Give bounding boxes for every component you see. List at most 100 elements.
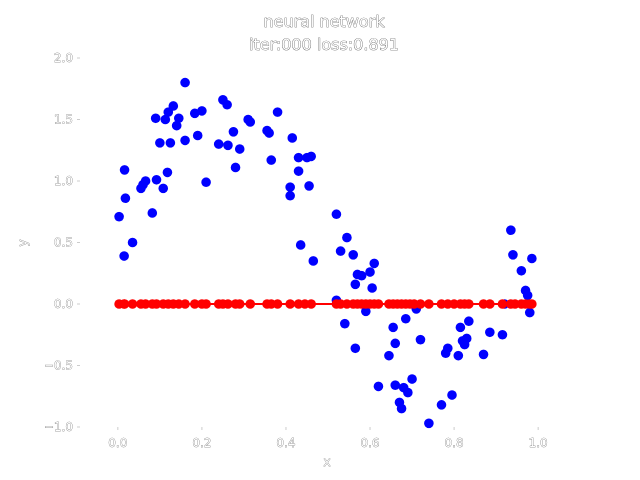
data-point-blue — [390, 338, 401, 349]
data-point-blue — [180, 135, 190, 146]
data-point-blue — [147, 208, 158, 218]
data-point-blue — [197, 106, 207, 116]
data-point-blue — [308, 256, 319, 266]
data-point-blue — [264, 128, 274, 138]
x-tick-label: 0.0 — [108, 436, 127, 450]
data-point-blue — [369, 258, 380, 269]
data-point-blue — [415, 334, 426, 345]
data-point-blue — [127, 237, 138, 248]
prediction-point-red — [245, 299, 256, 309]
y-tick-label: −1.0 — [44, 420, 73, 434]
x-tick-label: 1.0 — [529, 436, 548, 450]
data-point-blue — [390, 380, 401, 390]
data-point-blue — [201, 177, 211, 188]
plot-area — [114, 77, 537, 429]
chart-title: neural network — [263, 12, 385, 31]
data-point-blue — [228, 127, 239, 137]
data-point-blue — [168, 101, 179, 111]
prediction-point-red — [497, 299, 508, 309]
data-point-blue — [361, 306, 371, 317]
y-tick-label: 1.5 — [54, 113, 73, 127]
data-point-blue — [331, 209, 342, 220]
y-tick-label: 0.0 — [54, 297, 73, 311]
data-point-blue — [234, 144, 245, 154]
y-tick-label: 1.0 — [54, 174, 73, 188]
y-tick-label: −0.5 — [44, 359, 73, 373]
x-tick-label: 0.8 — [445, 436, 464, 450]
data-point-blue — [140, 176, 151, 186]
data-point-blue — [350, 279, 361, 290]
data-point-blue — [295, 240, 306, 250]
data-point-blue — [356, 270, 367, 281]
data-point-blue — [400, 313, 411, 324]
data-point-blue — [524, 307, 535, 318]
data-point-blue — [119, 165, 130, 175]
data-point-blue — [266, 155, 277, 165]
data-point-blue — [455, 322, 466, 333]
data-point-blue — [350, 343, 361, 354]
data-point-blue — [485, 327, 495, 338]
x-tick-label: 0.4 — [276, 436, 295, 450]
data-point-blue — [436, 400, 447, 410]
data-point-blue — [293, 166, 304, 176]
prediction-point-red — [527, 299, 537, 309]
prediction-point-red — [127, 299, 138, 309]
chart-subtitle: iter:000 loss:0.891 — [249, 35, 399, 54]
data-point-blue — [367, 283, 377, 293]
data-point-blue — [222, 99, 232, 110]
x-axis-label: x — [323, 455, 330, 469]
data-point-blue — [304, 181, 314, 191]
data-point-blue — [245, 117, 256, 127]
data-point-blue — [160, 114, 171, 125]
data-point-blue — [162, 167, 173, 178]
data-point-blue — [373, 381, 384, 392]
data-point-blue — [424, 418, 434, 429]
data-point-blue — [180, 77, 190, 88]
data-point-blue — [158, 183, 169, 194]
x-axis: 0.0 0.2 0.4 0.6 0.8 1.0 — [108, 427, 548, 450]
data-point-blue — [342, 232, 352, 243]
data-point-blue — [120, 193, 131, 204]
data-point-blue — [527, 253, 537, 264]
data-point-blue — [348, 250, 359, 260]
data-point-blue — [365, 267, 375, 277]
prediction-point-red — [119, 299, 130, 309]
data-point-blue — [522, 290, 533, 301]
data-point-blue — [506, 225, 516, 235]
data-point-blue — [508, 250, 518, 260]
y-axis-label: y — [16, 239, 30, 246]
data-point-blue — [173, 113, 184, 124]
data-point-blue — [230, 162, 241, 173]
y-tick-label: 2.0 — [54, 51, 73, 65]
data-point-blue — [442, 343, 453, 354]
data-point-blue — [272, 107, 283, 117]
prediction-point-red — [180, 299, 190, 309]
data-point-blue — [171, 120, 182, 131]
data-point-blue — [464, 316, 474, 327]
prediction-point-red — [424, 299, 434, 309]
prediction-point-red — [373, 299, 384, 309]
data-point-blue — [155, 138, 165, 148]
prediction-point-red — [306, 299, 316, 309]
prediction-point-red — [415, 299, 426, 309]
data-point-blue — [497, 329, 508, 340]
data-point-blue — [335, 246, 346, 256]
data-point-blue — [285, 190, 295, 201]
data-point-blue — [192, 130, 203, 141]
data-point-blue — [388, 322, 398, 333]
x-tick-label: 0.6 — [360, 436, 379, 450]
data-point-blue — [285, 182, 295, 192]
prediction-point-red — [234, 299, 245, 309]
data-point-blue — [150, 113, 161, 124]
data-point-blue — [340, 318, 350, 329]
prediction-point-red — [285, 299, 295, 309]
prediction-point-red — [151, 299, 162, 309]
prediction-point-red — [485, 299, 495, 309]
data-point-blue — [223, 140, 233, 151]
prediction-point-red — [201, 299, 211, 309]
data-point-blue — [293, 152, 304, 163]
data-point-blue — [165, 138, 176, 148]
data-point-blue — [114, 211, 124, 222]
y-tick-label: 0.5 — [54, 236, 73, 250]
